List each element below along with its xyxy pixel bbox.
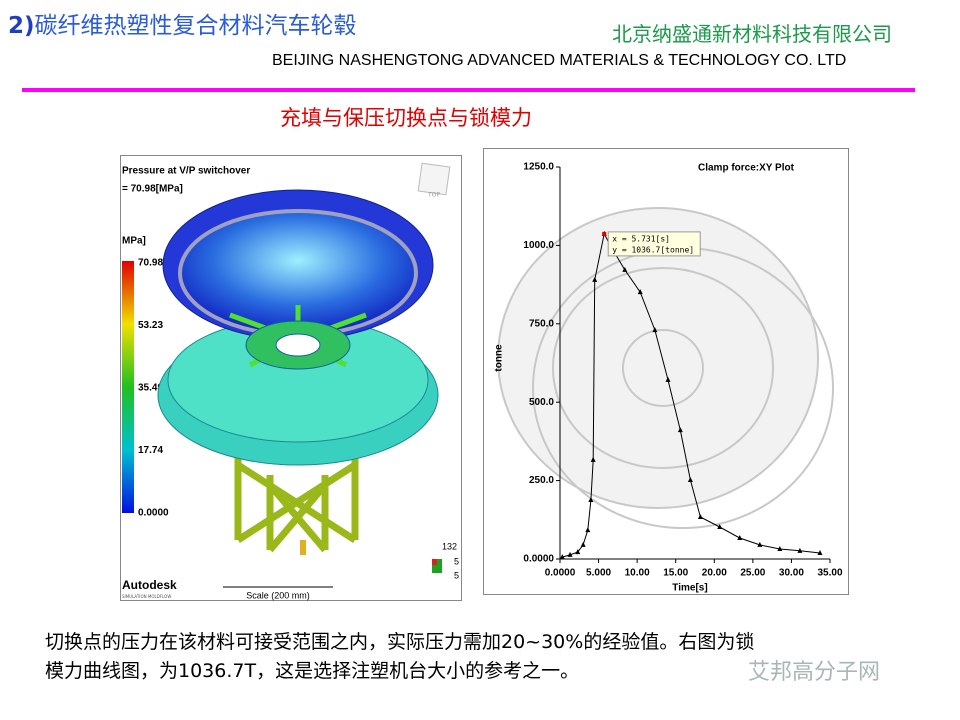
- data-marker: [559, 554, 565, 560]
- data-marker: [697, 513, 703, 519]
- company-cn: 北京纳盛通新材料科技有限公司: [612, 22, 892, 46]
- y-axis-label: tonne: [494, 344, 505, 372]
- x-tick-label: 0.0000: [545, 568, 576, 579]
- subtitle: 充填与保压切换点与锁模力: [280, 106, 532, 130]
- point-marker: [602, 231, 607, 236]
- triad-label: 5: [454, 556, 459, 566]
- color-bar-label: 0.0000: [138, 508, 169, 519]
- unit: MPa]: [122, 236, 146, 247]
- plot-title: Pressure at V/P switchover: [122, 166, 250, 177]
- data-marker: [687, 476, 693, 482]
- color-bar-labels: 70.98 53.23 35.49 17.74 0.0000: [138, 258, 169, 519]
- x-tick-label: 15.00: [663, 568, 688, 579]
- color-bar: [122, 261, 134, 513]
- x-tick-label: 5.000: [586, 568, 611, 579]
- watermark: 艾邦高分子网: [748, 660, 881, 685]
- view-cube-label: TOP: [427, 192, 440, 199]
- triad: [432, 559, 437, 565]
- data-marker: [737, 534, 743, 540]
- data-marker: [665, 376, 671, 382]
- wheel-ghost: [497, 207, 834, 529]
- data-marker: [677, 427, 683, 433]
- data-marker: [588, 497, 594, 503]
- x-tick-label: 30.00: [779, 568, 804, 579]
- max-value: = 70.98[MPa]: [122, 184, 183, 195]
- data-marker: [637, 289, 643, 295]
- view-cube: [417, 162, 451, 196]
- data-marker: [590, 456, 596, 462]
- y-tick-label: 0.0000: [523, 554, 554, 565]
- clamp-plot: Clamp force:XY Plot tonne Time[s] 0.0000…: [483, 148, 849, 595]
- data-marker: [580, 541, 586, 547]
- color-bar-label: 35.49: [138, 383, 163, 394]
- y-tick-label: 1250.0: [523, 162, 554, 173]
- color-bar-label: 70.98: [138, 258, 163, 269]
- x-tick-label: 20.00: [702, 568, 727, 579]
- annotation-text: x = 5.731[s]: [612, 234, 670, 243]
- y-tick-label: 250.0: [529, 475, 554, 486]
- title-text: 碳纤维热塑性复合材料汽车轮毂: [34, 13, 357, 39]
- x-tick-label: 35.00: [817, 568, 842, 579]
- data-marker: [622, 266, 628, 272]
- x-tick-label: 25.00: [740, 568, 765, 579]
- pressure-plot: Pressure at V/P switchover = 70.98[MPa] …: [120, 155, 462, 601]
- data-marker: [652, 327, 658, 333]
- triad: [432, 559, 442, 573]
- y-tick-label: 500.0: [529, 397, 554, 408]
- annotation-text: y = 1036.7[tonne]: [612, 245, 694, 254]
- slide-title: 2)碳纤维热塑性复合材料汽车轮毂: [8, 6, 357, 40]
- gate: [300, 540, 306, 555]
- x-axis-label: Time[s]: [672, 583, 707, 594]
- data-marker: [757, 541, 763, 547]
- annotation-box: [607, 231, 701, 257]
- y-tick-label: 1000.0: [523, 240, 554, 251]
- hub-bore: [275, 333, 321, 357]
- data-marker: [777, 545, 783, 551]
- data-marker: [797, 547, 803, 553]
- stand: [234, 455, 359, 553]
- data-marker: [592, 276, 598, 282]
- color-bar-label: 53.23: [138, 320, 163, 331]
- scale-label: Scale (200 mm): [246, 590, 310, 600]
- data-marker: [585, 527, 591, 533]
- body-line: 模力曲线图，为1036.7T，这是选择注塑机台大小的参考之一。: [45, 660, 580, 682]
- data-marker: [817, 550, 823, 556]
- body-line: 切换点的压力在该材料可接受范围之内，实际压力需加20~30%的经验值。右图为锁: [45, 631, 755, 653]
- data-marker: [575, 549, 581, 555]
- triad-label: 5: [454, 570, 459, 580]
- divider: [22, 88, 915, 92]
- company-en: BEIJING NASHENGTONG ADVANCED MATERIALS &…: [272, 52, 847, 69]
- triad-label: 132: [442, 541, 457, 551]
- y-tick-label: 750.0: [529, 318, 554, 329]
- chart-title: Clamp force:XY Plot: [698, 163, 795, 174]
- brand-sub: SIMULATION MOLDFLOW: [122, 594, 171, 599]
- body-text: 切换点的压力在该材料可接受范围之内，实际压力需加20~30%的经验值。右图为锁 …: [45, 628, 754, 686]
- data-marker: [567, 551, 573, 557]
- brand: Autodesk: [122, 578, 177, 592]
- data-marker: [717, 524, 723, 530]
- x-tick-label: 10.00: [625, 568, 650, 579]
- color-bar-label: 17.74: [138, 445, 163, 456]
- title-number: 2): [8, 13, 35, 39]
